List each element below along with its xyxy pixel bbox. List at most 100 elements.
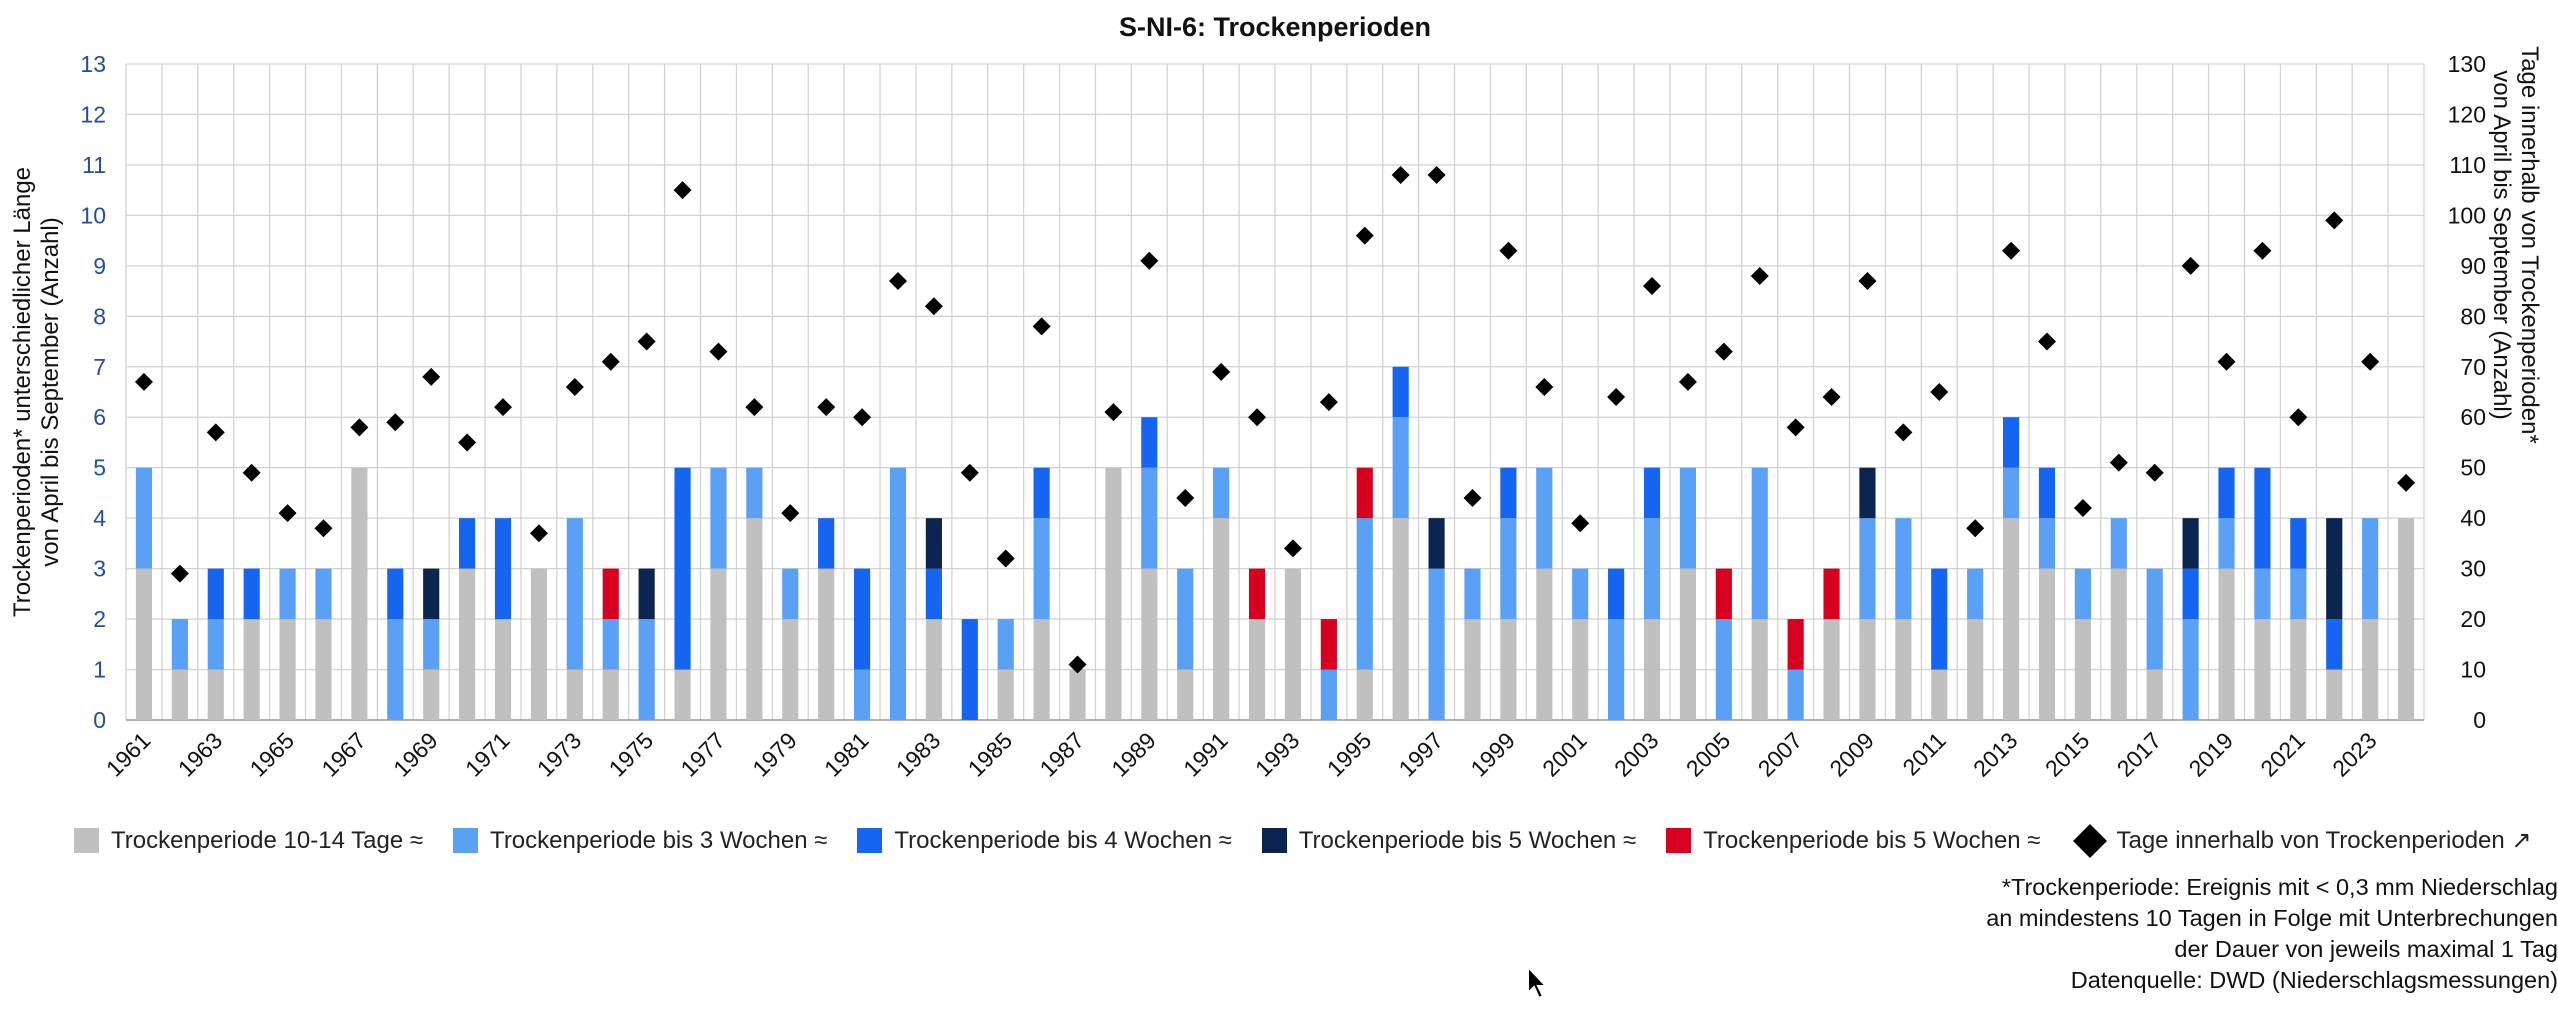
data-source: Datenquelle: DWD (Niederschlagsmessungen…	[2070, 967, 2558, 993]
bar-segment-1983-s2	[925, 568, 942, 620]
x-tick-label: 2023	[2327, 727, 2382, 782]
bar-segment-2003-s1	[1643, 518, 1661, 620]
bar-segment-2014-s1	[2038, 518, 2056, 569]
markers	[134, 166, 2416, 674]
marker-1965	[278, 504, 297, 523]
bar-segment-2011-s0	[1931, 669, 1948, 720]
bar-segment-1963-s1	[207, 619, 224, 670]
bar-segment-1991-s0	[1213, 518, 1230, 720]
bar-segment-2003-s0	[1643, 619, 1661, 720]
bar-segment-1989-s0	[1141, 568, 1158, 720]
marker-1974	[601, 352, 620, 371]
legend-swatch	[1666, 828, 1692, 853]
bar-segment-2021-s0	[2290, 619, 2307, 720]
bar-segment-1981-s2	[853, 568, 871, 670]
y-right-tick-label: 60	[2460, 404, 2486, 430]
x-tick-label: 1961	[101, 727, 156, 782]
marker-1969	[422, 367, 441, 386]
bar-segment-2008-s4	[1823, 568, 1840, 620]
bar-segment-2011-s2	[1931, 568, 1948, 670]
marker-1989	[1140, 251, 1159, 270]
bar-segment-1975-s1	[638, 619, 655, 720]
bar-segment-1996-s0	[1392, 518, 1409, 720]
bar-segment-1998-s1	[1464, 568, 1481, 620]
legend-item-days: Tage innerhalb von Trockenperioden ↗	[2070, 823, 2532, 858]
x-tick-label: 2011	[1897, 727, 1950, 780]
bar-segment-2018-s3	[2182, 518, 2199, 569]
y-left-tick-label: 8	[93, 303, 106, 329]
bar-segment-2013-s1	[2002, 467, 2020, 519]
marker-1994	[1319, 393, 1338, 412]
bar-segment-1989-s1	[1141, 467, 1158, 569]
bar-segment-1997-s3	[1428, 518, 1445, 569]
bars	[135, 366, 2415, 720]
legend-item-5-weeks-red: Trockenperiode bis 5 Wochen ≈	[1666, 827, 2040, 855]
bar-segment-2015-s1	[2074, 568, 2091, 620]
bar-segment-2012-s1	[1967, 568, 1984, 620]
grid	[125, 63, 2425, 721]
bar-segment-1984-s2	[961, 619, 978, 720]
marker-2002	[1607, 388, 1626, 407]
x-tick-label: 1989	[1106, 727, 1161, 782]
x-tick-label: 1965	[245, 727, 300, 782]
marker-1985	[996, 549, 1015, 568]
x-tick-label: 1999	[1465, 727, 1520, 782]
marker-2021	[2289, 408, 2308, 427]
y-right-tick-label: 50	[2460, 455, 2486, 481]
x-tick-label: 2001	[1537, 727, 1592, 782]
marker-2008	[1822, 388, 1841, 407]
bar-segment-1976-s0	[674, 669, 691, 720]
bar-segment-1987-s0	[1069, 669, 1086, 720]
y-axis-left-label-line1: Trockenperioden* unterschiedlicher Länge	[9, 167, 36, 617]
bar-segment-2007-s4	[1787, 619, 1804, 670]
bar-segment-2006-s0	[1751, 619, 1768, 720]
bar-segment-2020-s0	[2254, 619, 2271, 720]
bar-segment-2007-s1	[1787, 669, 1804, 720]
bar-segment-2022-s2	[2326, 619, 2343, 670]
bar-segment-2016-s0	[2110, 568, 2127, 720]
marker-1978	[745, 398, 764, 417]
bar-segment-1979-s1	[782, 568, 799, 620]
marker-1972	[529, 524, 548, 543]
bar-segment-1990-s1	[1177, 568, 1194, 670]
marker-2004	[1678, 372, 1697, 391]
bar-segment-2014-s0	[2038, 568, 2056, 720]
x-tick-label: 1963	[173, 727, 228, 782]
bar-segment-1994-s1	[1320, 669, 1337, 720]
y-left-tick-label: 10	[80, 202, 106, 228]
bar-segment-1962-s0	[171, 669, 188, 720]
marker-2003	[1643, 277, 1662, 296]
y-left-tick-label: 13	[80, 51, 106, 77]
bar-segment-1976-s2	[674, 467, 691, 670]
bar-segment-2019-s0	[2218, 568, 2235, 720]
bar-segment-1964-s0	[243, 619, 260, 720]
bar-segment-1973-s0	[566, 669, 583, 720]
legend-item-10-14-days: Trockenperiode 10-14 Tage ≈	[74, 827, 423, 855]
y-right-tick-label: 0	[2473, 707, 2486, 733]
footnote: *Trockenperiode: Ereignis mit < 0,3 mm N…	[1986, 872, 2558, 996]
bar-segment-2024-s0	[2397, 518, 2415, 720]
y-left-tick-label: 0	[93, 707, 106, 733]
bar-segment-2009-s0	[1859, 619, 1876, 720]
x-tick-label: 1973	[532, 727, 587, 782]
marker-2017	[2145, 463, 2164, 482]
marker-1964	[242, 463, 261, 482]
bar-segment-2002-s2	[1608, 568, 1625, 620]
y-left-tick-label: 1	[93, 657, 106, 683]
marker-2007	[1786, 418, 1805, 437]
marker-2010	[1894, 423, 1913, 442]
bar-segment-2020-s1	[2254, 568, 2271, 620]
footnote-line: *Trockenperiode: Ereignis mit < 0,3 mm N…	[2001, 874, 2558, 900]
x-tick-label: 1995	[1322, 727, 1377, 782]
bar-segment-1968-s2	[387, 568, 404, 620]
x-tick-label: 2007	[1753, 727, 1808, 782]
legend-swatch	[857, 828, 883, 853]
bar-segment-1961-s0	[135, 568, 153, 720]
marker-1982	[888, 271, 907, 290]
marker-1999	[1499, 241, 1518, 260]
marker-2023	[2361, 352, 2380, 371]
marker-1986	[1032, 317, 1051, 336]
bar-segment-1975-s3	[638, 568, 655, 620]
bar-segment-1985-s0	[997, 669, 1014, 720]
marker-1975	[637, 332, 656, 351]
